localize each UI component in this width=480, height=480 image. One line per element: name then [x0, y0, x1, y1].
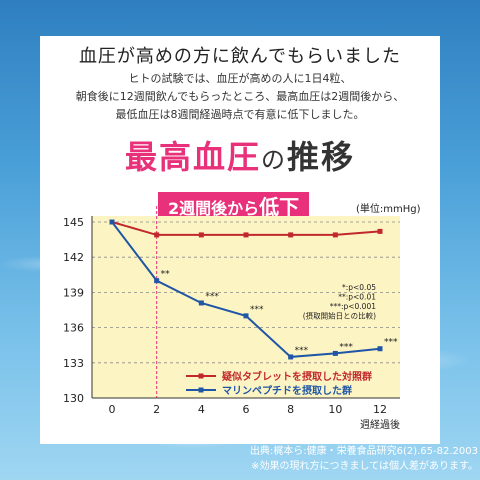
- chart-title-particle: の: [261, 146, 287, 174]
- x-tick-label: 4: [198, 403, 205, 416]
- y-tick-label: 145: [63, 216, 84, 229]
- x-tick-label: 10: [328, 403, 342, 416]
- chart-title-tail: 推移: [287, 138, 356, 176]
- y-tick-label: 133: [63, 357, 84, 370]
- data-point: [154, 278, 160, 284]
- callout-prefix: 2週間後から: [168, 199, 260, 218]
- intro-text: ヒトの試験では、血圧が高めの人に1日4粒、 朝食後に12週間飲んでもらったところ…: [40, 70, 440, 124]
- source-citation: 出典:梶本ら:健康・栄養食品研究6(2).65-82.2003: [249, 446, 478, 457]
- significance-label: ***: [205, 292, 219, 302]
- y-tick-label: 142: [63, 251, 84, 264]
- legend-label: 疑似タブレットを摂取した対照群: [222, 370, 372, 383]
- significance-note: (摂取開始日との比較): [303, 311, 376, 321]
- significance-note: **:p<0.01: [338, 293, 376, 302]
- chart-title: 最高血圧の推移: [40, 132, 440, 178]
- data-point: [243, 313, 249, 319]
- x-tick-label: 0: [109, 403, 116, 416]
- data-point: [154, 232, 160, 238]
- data-point: [198, 300, 204, 306]
- data-point: [288, 232, 294, 238]
- intro-line: 最低血圧は8週間経過時点で有意に低下しました。: [115, 108, 365, 121]
- source-disclaimer: ※効果の現れ方につきましては個人差があります。: [251, 461, 478, 472]
- data-point: [243, 232, 249, 238]
- legend-marker: [198, 387, 204, 393]
- intro-line: 朝食後に12週間飲んでもらったところ、最高血圧は2週間後から、: [75, 90, 405, 103]
- data-point: [198, 232, 204, 238]
- data-point: [288, 354, 294, 360]
- legend-marker: [198, 373, 204, 379]
- significance-label: ***: [339, 342, 353, 352]
- y-tick-label: 130: [63, 392, 84, 405]
- significance-note: *:p<0.05: [342, 283, 376, 292]
- significance-label: **: [161, 270, 171, 280]
- intro-line: ヒトの試験では、血圧が高めの人に1日4粒、: [128, 72, 352, 85]
- x-tick-label: 2: [153, 403, 160, 416]
- x-axis-label: 週経過後: [360, 418, 400, 431]
- chart-title-main: 最高血圧: [124, 138, 261, 176]
- x-tick-label: 8: [287, 403, 294, 416]
- source-note: 出典:梶本ら:健康・栄養食品研究6(2).65-82.2003 ※効果の現れ方に…: [188, 444, 478, 474]
- data-point: [377, 346, 383, 352]
- data-point: [109, 219, 115, 225]
- unit-label: (単位:mmHg): [356, 204, 421, 215]
- data-point: [332, 232, 338, 238]
- data-point: [377, 228, 383, 234]
- page-heading: 血圧が高めの方に飲んでもらいました: [78, 46, 402, 67]
- significance-label: ***: [295, 346, 309, 356]
- callout-strong: 低下: [259, 195, 300, 219]
- significance-label: ***: [384, 338, 398, 348]
- significance-note: ***:p<0.001: [330, 302, 377, 311]
- x-tick-label: 12: [373, 403, 387, 416]
- y-tick-label: 136: [63, 322, 84, 335]
- significance-label: ***: [250, 305, 264, 315]
- plot-area: [92, 216, 400, 398]
- x-tick-label: 6: [243, 403, 250, 416]
- legend-label: マリンペプチドを摂取した群: [222, 384, 352, 397]
- data-point: [332, 350, 338, 356]
- y-tick-label: 139: [63, 286, 84, 299]
